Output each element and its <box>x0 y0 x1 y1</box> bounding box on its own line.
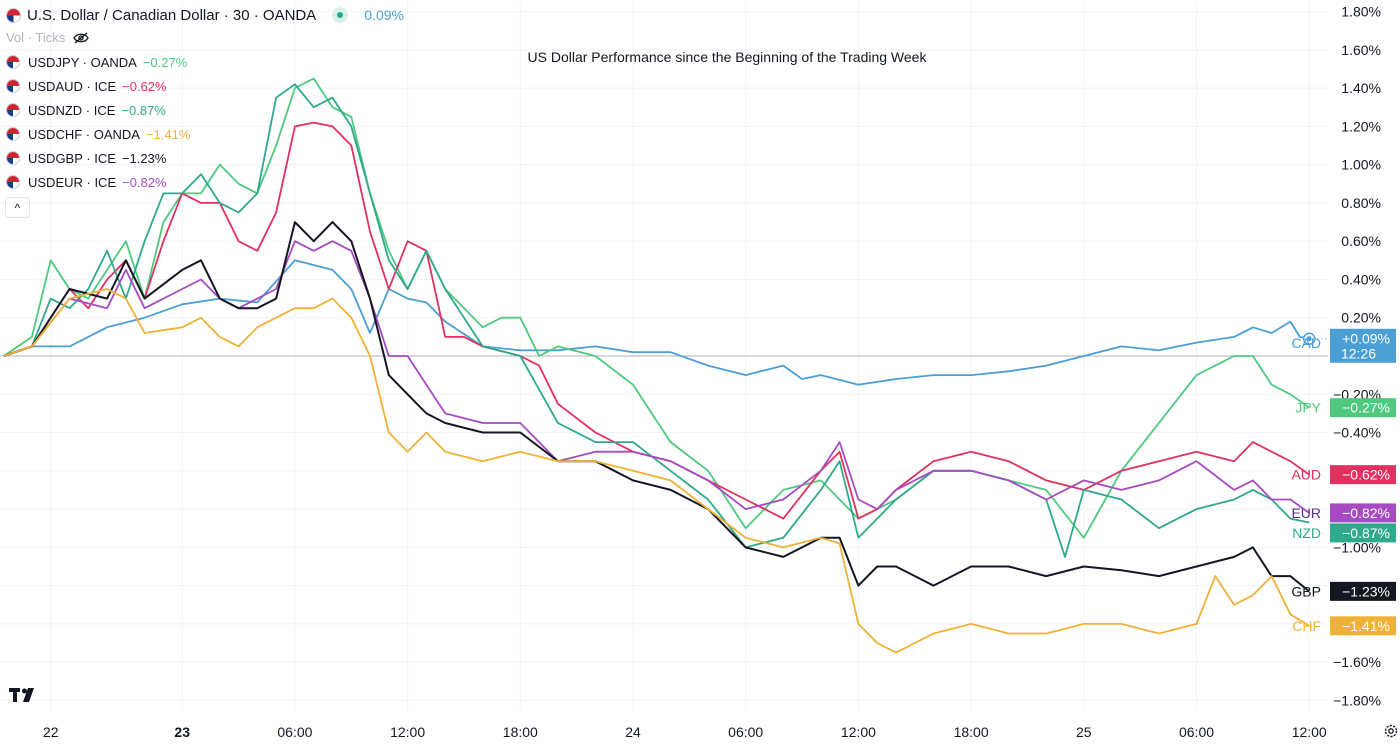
y-tick-label: 0.40% <box>1341 271 1381 287</box>
legend-item-usdchf[interactable]: USDCHF · OANDA −1.41% <box>6 124 190 144</box>
series-tag-chf: CHF <box>1292 618 1321 634</box>
legend-value: −0.82% <box>122 174 167 190</box>
series-tag-aud: AUD <box>1291 467 1321 483</box>
legend-value: −1.23% <box>121 150 167 166</box>
x-tick-label: 12:00 <box>390 724 425 740</box>
usd-eur-flag-icon <box>6 175 20 189</box>
series-line-usdcad[interactable] <box>3 259 1310 386</box>
legend-label: USDGBP · ICE <box>28 150 116 166</box>
collapse-legend-button[interactable]: ^ <box>5 197 30 218</box>
x-tick-label: 12:00 <box>1292 724 1327 740</box>
legend-value: −1.41% <box>145 126 191 142</box>
legend-item-usdaud[interactable]: USDAUD · ICE −0.62% <box>6 76 167 96</box>
price-label-box <box>1330 523 1396 543</box>
x-tick-label: 12:00 <box>841 724 876 740</box>
end-labels: +0.09%12:26 CAD −0.27% JPY −0.62% AUD −0.82% EU… <box>1291 328 1396 636</box>
y-tick-label: 0.80% <box>1341 195 1381 211</box>
price-label-box <box>1330 328 1396 363</box>
x-tick-label: 18:00 <box>503 724 538 740</box>
legend-value: −0.62% <box>122 78 167 94</box>
price-label-value: −0.82% <box>1342 505 1390 521</box>
legend-label: USDCHF · OANDA <box>28 126 140 142</box>
x-tick-label: 06:00 <box>728 724 763 740</box>
price-label-value: −0.27% <box>1342 400 1390 416</box>
volume-label: Vol · Ticks <box>6 30 66 45</box>
symbol-change: 0.09% <box>364 7 404 23</box>
last-point-dot <box>1306 336 1312 342</box>
legend-item-usdnzd[interactable]: USDNZD · ICE −0.87% <box>6 100 166 120</box>
series-line-usdjpy[interactable] <box>3 77 1310 539</box>
price-label-value: −0.62% <box>1342 467 1390 483</box>
series-tag-gbp: GBP <box>1291 583 1321 599</box>
y-tick-label: 1.20% <box>1341 118 1381 134</box>
y-tick-label: −1.00% <box>1333 539 1381 555</box>
legend-item-usdjpy[interactable]: USDJPY · OANDA −0.27% <box>6 52 187 72</box>
series-layer <box>3 77 1328 654</box>
legend-value: −0.27% <box>142 54 188 70</box>
y-tick-label: 1.80% <box>1341 4 1381 20</box>
symbol-title: U.S. Dollar / Canadian Dollar · 30 · OAN… <box>27 6 317 24</box>
chevron-up-icon: ^ <box>14 200 21 215</box>
series-line-usdnzd[interactable] <box>3 83 1310 558</box>
y-tick-label: 0.60% <box>1341 233 1381 249</box>
price-label-box <box>1330 465 1396 485</box>
x-axis[interactable]: 22 23 06:00 12:00 18:00 24 06:00 12:00 18:00 25 06… <box>43 724 1327 740</box>
series-tag-eur: EUR <box>1291 505 1321 521</box>
legend-label: USDNZD · ICE <box>28 102 116 118</box>
y-tick-label: −1.60% <box>1333 654 1381 670</box>
usd-cad-flag-icon <box>6 7 21 23</box>
usd-gbp-flag-icon <box>6 151 20 165</box>
y-tick-label: 1.40% <box>1341 80 1381 96</box>
y-tick-label: 0.20% <box>1341 310 1381 326</box>
price-label-value: +0.09% <box>1342 330 1390 346</box>
eye-off-icon[interactable] <box>73 32 90 44</box>
x-tick-label: 06:00 <box>1179 724 1214 740</box>
x-tick-label: 25 <box>1076 724 1092 740</box>
series-line-usdchf[interactable] <box>3 288 1310 654</box>
legend-item-usdeur[interactable]: USDEUR · ICE −0.82% <box>6 172 167 192</box>
legend-label: USDAUD · ICE <box>28 78 117 94</box>
price-label-box <box>1330 398 1396 418</box>
series-tag-cad: CAD <box>1291 335 1321 351</box>
series-tag-jpy: JPY <box>1295 400 1321 416</box>
price-label-value: −0.87% <box>1342 525 1390 541</box>
y-tick-label: 1.00% <box>1341 157 1381 173</box>
usd-nzd-flag-icon <box>6 103 20 117</box>
x-tick-label: 22 <box>43 724 59 740</box>
series-line-usdgbp[interactable] <box>3 221 1310 593</box>
chart-title: US Dollar Performance since the Beginnin… <box>528 49 928 65</box>
tradingview-logo-icon[interactable] <box>9 686 41 704</box>
price-label-box <box>1330 581 1396 601</box>
y-tick-label: −1.80% <box>1333 692 1381 708</box>
volume-indicator[interactable]: Vol · Ticks <box>6 30 90 45</box>
settings-gear-icon[interactable] <box>1383 723 1399 739</box>
market-status-icon[interactable] <box>332 7 349 23</box>
y-tick-label: 1.60% <box>1341 42 1381 58</box>
legend-label: USDEUR · ICE <box>28 174 117 190</box>
legend-item-usdgbp[interactable]: USDGBP · ICE −1.23% <box>6 148 166 168</box>
usd-chf-flag-icon <box>6 127 20 141</box>
legend-label: USDJPY · OANDA <box>28 54 137 70</box>
series-tag-nzd: NZD <box>1292 525 1321 541</box>
x-tick-label: 18:00 <box>954 724 989 740</box>
series-line-usdeur[interactable] <box>3 240 1310 514</box>
price-label-box <box>1330 503 1396 523</box>
x-tick-label: 23 <box>174 724 190 740</box>
usd-aud-flag-icon <box>6 79 20 93</box>
x-tick-label: 06:00 <box>277 724 312 740</box>
price-label-value: −1.41% <box>1342 618 1390 634</box>
price-label-box <box>1330 616 1396 636</box>
countdown-label: 12:26 <box>1341 345 1376 361</box>
series-line-usdaud[interactable] <box>3 121 1310 520</box>
legend-value: −0.87% <box>121 102 166 118</box>
price-label-value: −1.23% <box>1342 583 1390 599</box>
symbol-header[interactable]: U.S. Dollar / Canadian Dollar · 30 · OAN… <box>6 5 404 25</box>
y-tick-label: −0.40% <box>1333 425 1381 441</box>
x-tick-label: 24 <box>625 724 641 740</box>
usd-jpy-flag-icon <box>6 55 20 69</box>
